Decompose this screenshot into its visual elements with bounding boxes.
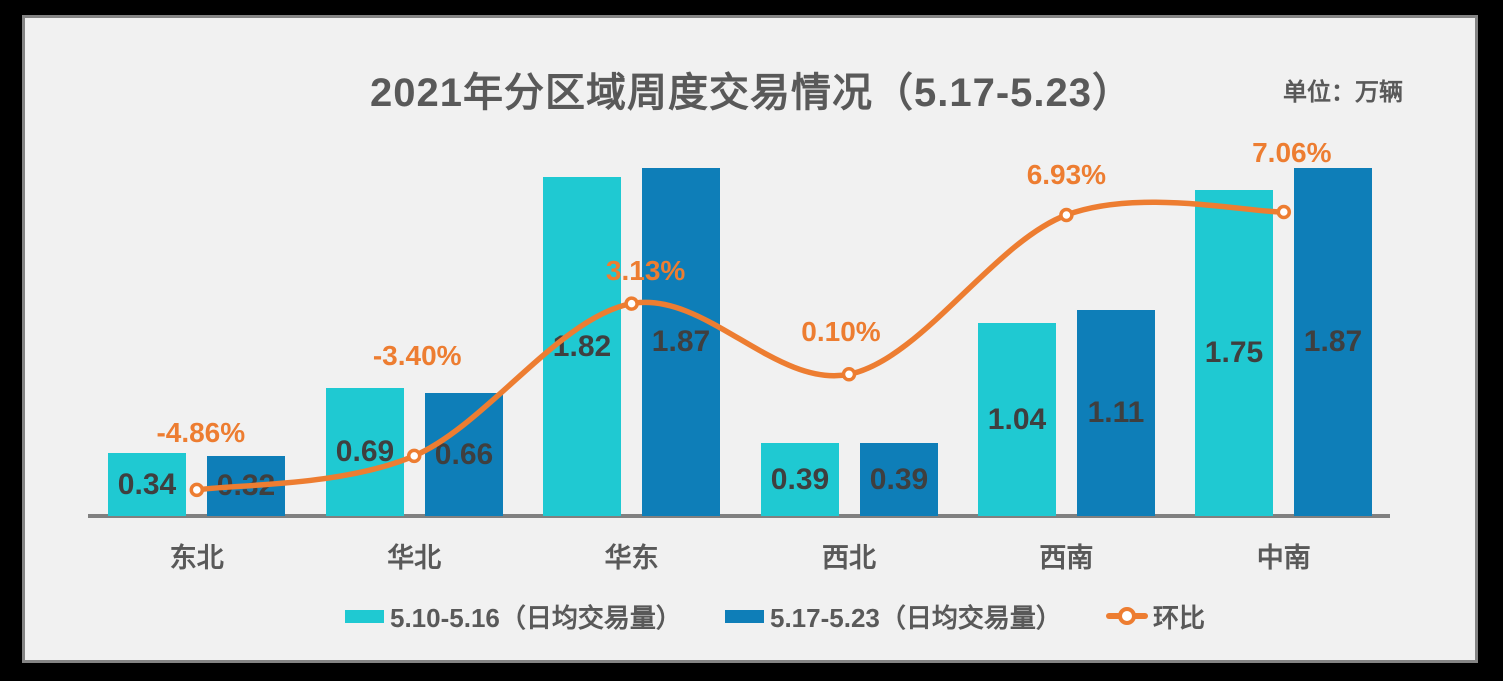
category-label-中南: 中南 — [1256, 543, 1311, 573]
bar-series1-华北: 0.69 — [326, 388, 404, 516]
ratio-line-marker — [624, 296, 639, 311]
bar-value-label: 1.87 — [651, 325, 711, 358]
bar-value-label: 0.69 — [335, 435, 395, 468]
category-label-西南: 西南 — [1039, 543, 1094, 573]
bar-value-label: 0.34 — [117, 467, 177, 501]
bar-value-label: 1.82 — [552, 329, 612, 363]
bar-series1-东北: 0.34 — [108, 453, 186, 516]
legend-item-week1: 5.10-5.16（日均交易量） — [345, 598, 682, 634]
category-label-西北: 西北 — [822, 543, 876, 573]
bar-series1-中南: 1.75 — [1195, 190, 1273, 516]
legend: 5.10-5.16（日均交易量） 5.17-5.23（日均交易量） 环比 — [0, 598, 1503, 634]
ratio-line-marker — [406, 448, 422, 464]
bar-value-label: 0.39 — [770, 462, 830, 496]
ratio-label-中南: 7.06% — [1252, 136, 1332, 168]
bar-value-label: 0.39 — [869, 462, 929, 496]
ratio-line-marker — [1276, 204, 1292, 220]
ratio-line-marker — [841, 367, 857, 382]
ratio-label-西南: 6.93% — [1026, 158, 1107, 190]
ratio-line-marker — [1059, 207, 1074, 223]
legend-label-week2: 5.17-5.23（日均交易量） — [770, 602, 1062, 633]
bar-series2-中南: 1.87 — [1294, 168, 1372, 516]
legend-label-ratio: 环比 — [1153, 602, 1206, 633]
ratio-label-华北: -3.40% — [372, 339, 462, 371]
legend-line-marker-icon — [1106, 607, 1148, 625]
bar-value-label: 1.87 — [1303, 325, 1363, 358]
bar-series2-西南: 1.11 — [1077, 310, 1155, 516]
legend-line-dot — [1118, 607, 1136, 625]
legend-item-week2: 5.17-5.23（日均交易量） — [725, 598, 1062, 634]
bar-value-label: 1.75 — [1204, 336, 1264, 369]
bar-value-label: 1.04 — [987, 402, 1047, 436]
bar-series1-西北: 0.39 — [761, 443, 839, 516]
bar-series2-华东: 1.87 — [642, 168, 720, 516]
x-axis-line — [88, 514, 1390, 518]
bar-value-label: 0.32 — [216, 469, 276, 502]
bar-series2-东北: 0.32 — [207, 456, 285, 516]
ratio-line-marker — [189, 482, 205, 498]
category-label-华东: 华东 — [604, 543, 659, 573]
category-label-东北: 东北 — [169, 543, 224, 573]
legend-label-week1: 5.10-5.16（日均交易量） — [390, 602, 682, 633]
chart-title: 2021年分区域周度交易情况（5.17-5.23） — [369, 71, 1133, 115]
bar-series2-华北: 0.66 — [425, 393, 503, 516]
ratio-label-华东: 3.13% — [605, 254, 686, 286]
unit-label: 单位：万辆 — [1283, 79, 1403, 106]
ratio-label-西北: 0.10% — [801, 316, 881, 348]
category-label-华北: 华北 — [387, 543, 442, 573]
bar-series1-华东: 1.82 — [543, 177, 621, 516]
legend-swatch-cyan — [345, 609, 384, 623]
bar-series1-西南: 1.04 — [978, 323, 1056, 516]
legend-item-ratio: 环比 — [1106, 598, 1205, 634]
bar-series2-西北: 0.39 — [860, 443, 938, 516]
bar-value-label: 0.66 — [434, 437, 494, 471]
legend-swatch-blue — [725, 609, 764, 623]
ratio-label-东北: -4.86% — [156, 416, 246, 448]
bar-value-label: 1.11 — [1087, 396, 1145, 429]
